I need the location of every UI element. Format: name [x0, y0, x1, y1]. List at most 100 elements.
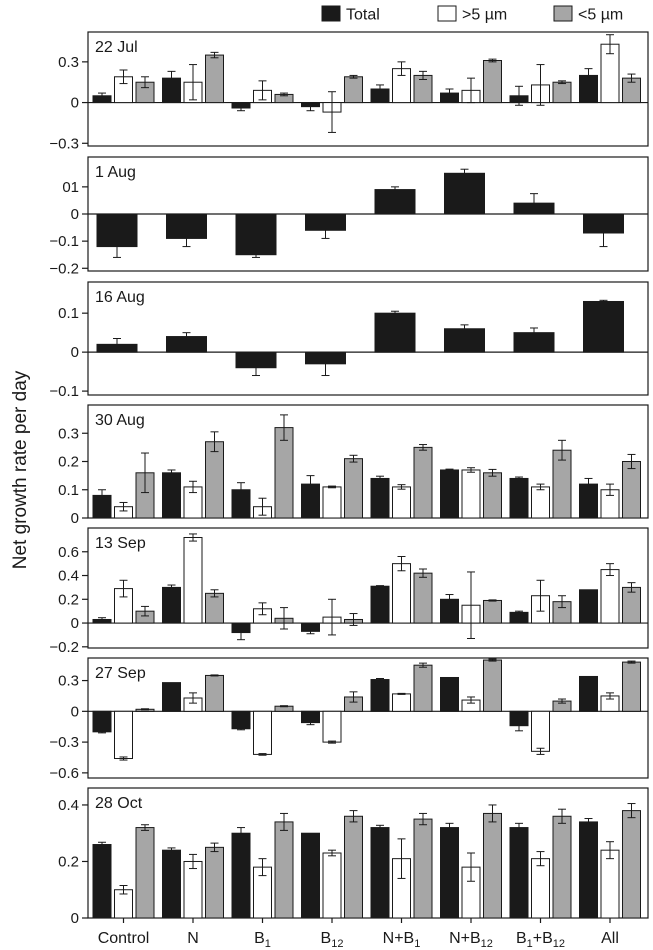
bar-5m-1	[205, 441, 224, 519]
category-label-3: B12	[321, 930, 344, 950]
legend-swatch-2	[553, 5, 573, 22]
y-tick-label: −0.2	[49, 639, 79, 656]
bar-5m-6	[531, 486, 550, 519]
panel-title: 30 Aug	[95, 412, 145, 429]
bar-Total-7	[579, 589, 598, 624]
y-tick-label: 0.4	[58, 568, 79, 585]
bar-Total-7	[579, 675, 598, 712]
bar-Total-0	[92, 710, 112, 733]
legend-swatch-1	[437, 5, 457, 22]
y-tick-label: 0.2	[58, 591, 79, 608]
bar-5m-4	[392, 486, 411, 519]
bar-5m-0	[135, 827, 155, 919]
category-label-4: N+B1	[383, 930, 421, 950]
bar-Total-4	[370, 477, 390, 519]
chart-legend: Total >5 µm <5 µm	[321, 5, 623, 24]
panel-frame	[87, 787, 649, 919]
bar-5m-3	[344, 815, 363, 919]
bar-5m-2	[274, 821, 294, 919]
y-tick-label: 0	[71, 344, 79, 361]
bar-5m-7	[600, 569, 620, 624]
panel-title: 13 Sep	[95, 535, 146, 552]
y-tick-label: 0	[71, 510, 79, 527]
bar-Total-7	[579, 821, 598, 919]
y-tick-label: 0	[71, 615, 79, 632]
bar-Total-5	[440, 469, 459, 519]
panel-title: 28 Oct	[95, 795, 143, 812]
bar-5m-4	[392, 693, 411, 712]
bar-Total-4	[374, 189, 416, 215]
y-tick-label: −0.6	[49, 765, 79, 782]
panel-frame	[87, 281, 649, 396]
bar-Total-0	[92, 844, 112, 919]
bar-Total-4	[370, 679, 390, 712]
bar-5m-5	[483, 60, 502, 104]
bar-Total-7	[583, 300, 624, 353]
panel-6: 0 0.2 0.4 28 Oct	[58, 787, 649, 927]
bar-Total-1	[162, 472, 181, 519]
y-tick-label: 0.2	[58, 454, 79, 471]
bar-5m-5	[483, 472, 502, 519]
category-label-6: B1+B12	[516, 930, 565, 950]
bar-Total-1	[162, 849, 181, 919]
bar-5m-2	[253, 710, 272, 755]
bar-5m-4	[392, 563, 411, 624]
bar-5m-7	[622, 661, 641, 712]
y-tick-label: 0	[71, 703, 79, 720]
panel-5: −0.6 −0.3 0 0.3 27 Sep	[49, 657, 649, 782]
y-tick-label: −0.1	[49, 383, 79, 400]
bar-5m-3	[344, 76, 363, 104]
bar-5m-7	[600, 849, 620, 919]
category-label-1: N	[187, 930, 199, 947]
bar-5m-6	[531, 858, 550, 919]
bar-5m-4	[413, 572, 433, 624]
bar-Total-2	[231, 832, 251, 919]
bar-5m-4	[413, 664, 433, 712]
y-tick-label: −0.3	[49, 734, 79, 751]
panel-title: 22 Jul	[95, 39, 138, 56]
panel-3: 0 0.1 0.2 0.3 30 Aug	[58, 404, 649, 527]
bar-Total-2	[235, 213, 277, 256]
bar-5m-5	[483, 812, 502, 919]
panel-frame	[87, 31, 649, 147]
bar-5m-2	[274, 427, 294, 519]
y-tick-label: 0.3	[58, 425, 79, 442]
bar-Total-5	[440, 676, 459, 712]
bar-5m-3	[322, 852, 342, 919]
panel-title: 1 Aug	[95, 164, 136, 181]
bar-5m-4	[413, 446, 433, 519]
bar-Total-5	[440, 827, 459, 919]
bar-Total-4	[370, 827, 390, 919]
y-tick-label: −0.2	[49, 260, 79, 277]
bar-5m-7	[622, 461, 641, 519]
y-tick-label: 0.3	[58, 673, 79, 690]
y-tick-label: 0.6	[58, 544, 79, 561]
legend-label-1: >5 µm	[462, 7, 507, 24]
bar-Total-1	[162, 682, 181, 712]
bar-Total-5	[444, 172, 485, 215]
y-tick-label: 0	[71, 95, 79, 112]
panel-0: −0.3 0 0.3 22 Jul	[49, 31, 649, 152]
panel-4: −0.2 0 0.2 0.4 0.6 13 Sep	[49, 527, 649, 656]
y-tick-label: −0.1	[49, 233, 79, 250]
category-labels: Control N B1 B12 N+B1 N+B12 B1+B12 All	[98, 918, 619, 950]
panel-2: −0.1 0 0.1 16 Aug	[49, 281, 649, 400]
bar-5m-1	[205, 674, 224, 712]
y-tick-label: 0.3	[58, 54, 79, 71]
y-tick-label: 0	[71, 206, 79, 223]
bar-5m-3	[322, 486, 342, 519]
y-tick-label: 0.1	[58, 482, 79, 499]
bar-5m-5	[483, 599, 502, 624]
y-axis-label: Net growth rate per day	[10, 370, 31, 569]
y-tick-label: 0.2	[58, 853, 79, 870]
bar-5m-1	[183, 537, 203, 624]
bar-Total-4	[370, 585, 390, 624]
bar-5m-0	[114, 710, 133, 760]
bar-5m-6	[552, 815, 572, 919]
bar-Total-1	[162, 586, 181, 624]
legend-label-0: Total	[346, 7, 380, 24]
category-label-2: B1	[254, 930, 271, 950]
bar-5m-6	[552, 81, 572, 104]
y-tick-label: 0.4	[58, 797, 79, 814]
bar-5m-7	[622, 586, 641, 624]
